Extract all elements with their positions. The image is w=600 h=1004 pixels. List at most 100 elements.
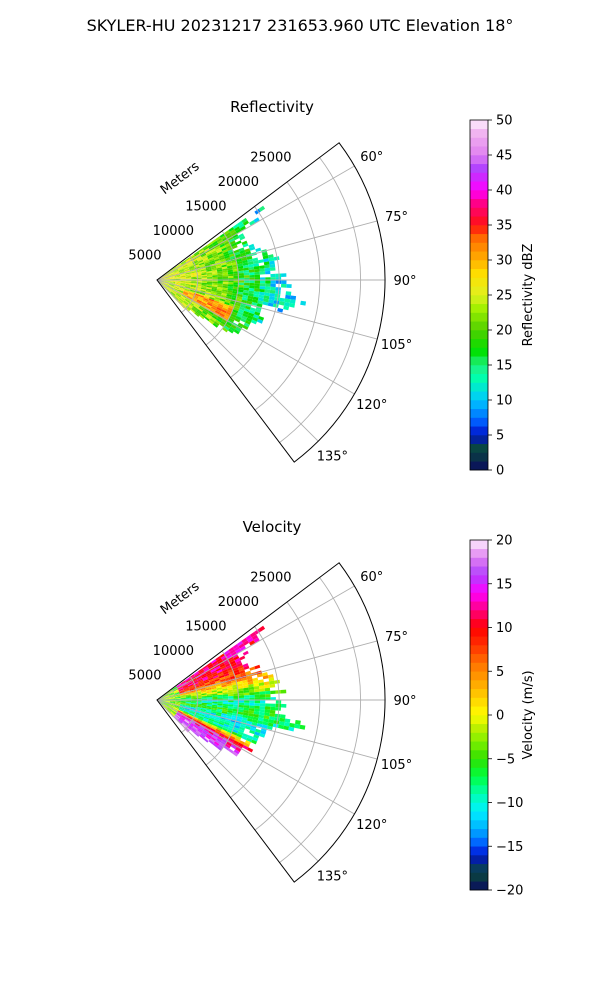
- velocity-data-cell: [244, 700, 249, 703]
- velocity-range-tick-label: 5000: [128, 668, 161, 683]
- reflectivity-data-cell: [270, 287, 276, 291]
- velocity-data-cell: [270, 704, 275, 708]
- reflectivity-colorbar-band: [470, 146, 488, 155]
- velocity-data-cell: [218, 700, 223, 702]
- reflectivity-data-cell: [207, 282, 212, 284]
- reflectivity-data-cell: [265, 271, 270, 274]
- reflectivity-colorbar-band: [470, 190, 488, 199]
- velocity-data-cell: [260, 703, 265, 706]
- velocity-colorbar-tick-label: 5: [496, 665, 504, 680]
- velocity-data-cell: [270, 707, 276, 711]
- velocity-range-ring: [280, 577, 361, 862]
- velocity-data-cell: [239, 700, 244, 702]
- velocity-colorbar-band: [470, 881, 488, 890]
- velocity-data-cell: [239, 693, 244, 696]
- velocity-data-cell: [254, 692, 260, 695]
- velocity-data-cell: [254, 706, 259, 709]
- reflectivity-colorbar-band: [470, 155, 488, 164]
- velocity-colorbar-band: [470, 846, 488, 855]
- velocity-range-tick-label: 10000: [153, 644, 194, 659]
- velocity-data-cell: [260, 691, 266, 694]
- velocity-data-cell: [212, 697, 217, 699]
- reflectivity-colorbar-band: [470, 400, 488, 409]
- velocity-data-cell: [244, 705, 250, 708]
- reflectivity-data-cell: [254, 286, 259, 289]
- velocity-colorbar-band: [470, 794, 488, 803]
- reflectivity-data-cell: [255, 248, 261, 252]
- velocity-data-cell: [218, 697, 223, 699]
- velocity-azimuth-tick-label: 75°: [385, 630, 408, 645]
- reflectivity-data-cell: [207, 277, 212, 279]
- velocity-data-cell: [275, 707, 281, 711]
- reflectivity-colorbar-tick-label: 20: [496, 324, 513, 339]
- reflectivity-data-cell: [244, 283, 249, 286]
- velocity-data-cell: [212, 700, 217, 702]
- reflectivity-title: Reflectivity: [230, 98, 314, 116]
- reflectivity-azimuth-tick-label: 90°: [393, 274, 416, 289]
- reflectivity-colorbar-band: [470, 269, 488, 278]
- velocity-data-cell: [249, 703, 254, 706]
- reflectivity-data-cell: [275, 287, 281, 291]
- velocity-data-cell: [228, 696, 233, 698]
- velocity-data-cell: [223, 702, 228, 704]
- velocity-colorbar-band: [470, 724, 488, 733]
- velocity-colorbar-band: [470, 636, 488, 645]
- reflectivity-data-cell: [244, 285, 250, 288]
- reflectivity-colorbar-band: [470, 365, 488, 374]
- velocity-azimuth-tick-label: 90°: [393, 694, 416, 709]
- reflectivity-colorbar-band: [470, 243, 488, 252]
- reflectivity-colorbar-tick-label: 25: [496, 289, 513, 304]
- reflectivity-data-cell: [277, 308, 283, 313]
- velocity-colorbar-tick-label: 20: [496, 534, 513, 549]
- reflectivity-colorbar-band: [470, 391, 488, 400]
- reflectivity-colorbar-tick-label: 50: [496, 114, 513, 129]
- reflectivity-colorbar-band: [470, 321, 488, 330]
- reflectivity-data-cell: [223, 280, 228, 282]
- velocity-data-cell: [255, 695, 260, 698]
- reflectivity-data-cell: [259, 289, 265, 292]
- reflectivity-data-cell: [270, 267, 276, 271]
- velocity-data-cell: [244, 695, 249, 698]
- reflectivity-colorbar-band: [470, 234, 488, 243]
- velocity-data-cell: [244, 703, 249, 706]
- reflectivity-data-cell: [258, 259, 264, 263]
- reflectivity-data-cell: [255, 275, 260, 278]
- velocity-colorbar-band: [470, 558, 488, 567]
- reflectivity-colorbar-band: [470, 409, 488, 418]
- velocity-data-cell: [270, 691, 276, 695]
- reflectivity-colorbar-band: [470, 339, 488, 348]
- velocity-colorbar-band: [470, 628, 488, 637]
- velocity-colorbar-band: [470, 864, 488, 873]
- velocity-colorbar-band: [470, 759, 488, 768]
- velocity-data-cell: [260, 706, 266, 709]
- velocity-data-cell: [218, 702, 223, 704]
- reflectivity-data-cell: [196, 278, 201, 279]
- velocity-data-cell: [249, 695, 254, 698]
- velocity-colorbar-band: [470, 698, 488, 707]
- reflectivity-data-cell: [276, 280, 281, 284]
- velocity-radial-axis-label: Meters: [158, 579, 203, 618]
- reflectivity-colorbar-tick-label: 15: [496, 359, 513, 374]
- reflectivity-data-cell: [276, 274, 281, 278]
- velocity-data-cell: [239, 695, 244, 698]
- velocity-colorbar-tick-label: −20: [496, 884, 523, 899]
- reflectivity-colorbar-band: [470, 383, 488, 392]
- velocity-data-cell: [228, 702, 233, 704]
- velocity-colorbar-band: [470, 733, 488, 742]
- velocity-colorbar-band: [470, 680, 488, 689]
- velocity-azimuth-tick-label: 60°: [360, 570, 383, 585]
- velocity-data-cell: [239, 703, 244, 706]
- reflectivity-range-tick-label: 15000: [185, 199, 226, 214]
- velocity-data-cell: [228, 700, 233, 702]
- reflectivity-data-cell: [281, 280, 286, 284]
- reflectivity-colorbar-band: [470, 304, 488, 313]
- velocity-colorbar-band: [470, 829, 488, 838]
- reflectivity-colorbar-tick-label: 5: [496, 429, 504, 444]
- reflectivity-data-cell: [271, 280, 276, 283]
- reflectivity-colorbar-band: [470, 216, 488, 225]
- reflectivity-colorbar-band: [470, 374, 488, 383]
- velocity-data-cell: [259, 709, 265, 712]
- velocity-data-cell: [260, 694, 265, 697]
- reflectivity-data-cell: [228, 280, 233, 282]
